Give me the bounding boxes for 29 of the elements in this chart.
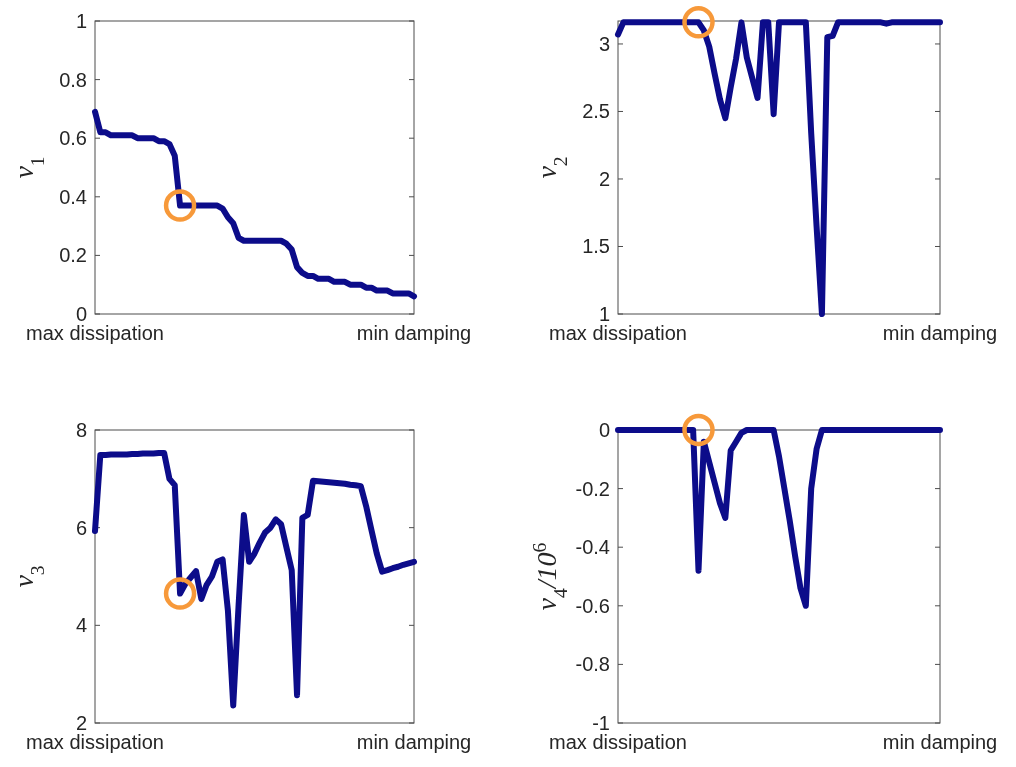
x-tick-label: min damping [356, 322, 472, 344]
x-tick-label: max dissipation [26, 731, 164, 753]
y-tick-label: 4 [75, 614, 87, 637]
y-tick-label: 2.5 [582, 100, 610, 123]
x-tick-label: min damping [882, 322, 998, 344]
y-tick-label: 0.4 [59, 185, 87, 208]
y-tick-label: 0 [75, 303, 87, 325]
y-tick-label: -0.2 [575, 477, 610, 500]
y-tick-label: 0.6 [59, 127, 87, 150]
y-tick-label: 2 [75, 712, 87, 734]
x-tick-label: max dissipation [549, 731, 687, 753]
x-tick-label: min damping [356, 731, 472, 753]
y-tick-label: 6 [75, 516, 87, 539]
y-tick-label: -0.4 [575, 536, 610, 559]
y-tick-label: 1 [598, 303, 610, 325]
x-tick-label: max dissipation [549, 322, 687, 344]
y-tick-label: 8 [75, 419, 87, 441]
y-tick-label: 1.5 [582, 235, 610, 258]
x-tick-label: min damping [882, 731, 998, 753]
x-tick-label: max dissipation [26, 322, 164, 344]
y-tick-label: -0.8 [575, 653, 610, 676]
y-tick-label: 1 [75, 10, 87, 32]
y-tick-label: 0.8 [59, 68, 87, 91]
y-tick-label: -1 [592, 712, 610, 734]
y-tick-label: 0.2 [59, 244, 87, 267]
y-tick-label: 2 [598, 167, 610, 190]
y-tick-label: 3 [598, 32, 610, 55]
y-tick-label: -0.6 [575, 594, 610, 617]
y-tick-label: 0 [598, 419, 610, 441]
